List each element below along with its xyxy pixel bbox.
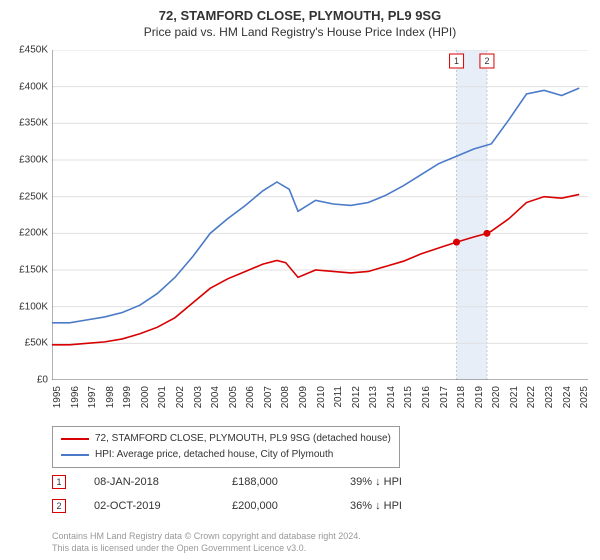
y-tick-label: £400K: [19, 81, 48, 92]
footer-line-2: This data is licensed under the Open Gov…: [52, 542, 361, 554]
sale-marker-dot: [453, 239, 460, 246]
x-tick-label: 2004: [210, 386, 221, 408]
sale-row: 1 08-JAN-2018 £188,000 39% ↓ HPI: [52, 470, 402, 494]
sale-delta: 36% ↓ HPI: [350, 500, 402, 512]
x-tick-label: 2002: [175, 386, 186, 408]
legend-swatch: [61, 438, 89, 440]
sale-date: 02-OCT-2019: [94, 500, 204, 512]
legend-item: HPI: Average price, detached house, City…: [61, 447, 391, 463]
chart-container: 72, STAMFORD CLOSE, PLYMOUTH, PL9 9SG Pr…: [0, 0, 600, 560]
footer-line-1: Contains HM Land Registry data © Crown c…: [52, 530, 361, 542]
sale-marker-icon: 1: [52, 475, 66, 489]
plot-svg: 12: [52, 50, 588, 380]
x-tick-label: 2025: [579, 386, 590, 408]
sales-table: 1 08-JAN-2018 £188,000 39% ↓ HPI 2 02-OCT-201…: [52, 470, 402, 518]
y-tick-label: £300K: [19, 155, 48, 166]
x-tick-label: 2012: [351, 386, 362, 408]
x-tick-label: 1996: [70, 386, 81, 408]
legend-item: 72, STAMFORD CLOSE, PLYMOUTH, PL9 9SG (d…: [61, 431, 391, 447]
x-axis: 1995 1996 1997 1998 1999 2000 2001 2002 2003 2004…: [52, 382, 588, 422]
x-tick-label: 2001: [157, 386, 168, 408]
x-tick-label: 2000: [140, 386, 151, 408]
title-block: 72, STAMFORD CLOSE, PLYMOUTH, PL9 9SG Pr…: [0, 0, 600, 39]
x-tick-label: 2020: [491, 386, 502, 408]
svg-text:1: 1: [454, 56, 459, 66]
x-tick-label: 1998: [105, 386, 116, 408]
sale-marker-icon: 2: [52, 499, 66, 513]
x-tick-label: 2016: [421, 386, 432, 408]
x-tick-label: 1995: [52, 386, 63, 408]
y-tick-label: £350K: [19, 118, 48, 129]
sale-delta: 39% ↓ HPI: [350, 476, 402, 488]
y-tick-label: £0: [37, 375, 48, 386]
y-tick-label: £50K: [25, 338, 48, 349]
legend-label: 72, STAMFORD CLOSE, PLYMOUTH, PL9 9SG (d…: [95, 431, 391, 447]
x-tick-label: 2023: [544, 386, 555, 408]
x-tick-label: 2011: [333, 386, 344, 408]
sale-marker-dot: [483, 230, 490, 237]
y-tick-label: £450K: [19, 45, 48, 56]
callout-box: 1: [450, 54, 464, 68]
x-tick-label: 1997: [87, 386, 98, 408]
chart-title: 72, STAMFORD CLOSE, PLYMOUTH, PL9 9SG: [0, 8, 600, 23]
sale-price: £200,000: [232, 500, 322, 512]
x-tick-label: 2007: [263, 386, 274, 408]
chart-subtitle: Price paid vs. HM Land Registry's House …: [0, 25, 600, 39]
x-tick-label: 2021: [509, 386, 520, 408]
x-tick-label: 2017: [439, 386, 450, 408]
x-tick-label: 2022: [526, 386, 537, 408]
sale-date: 08-JAN-2018: [94, 476, 204, 488]
x-tick-label: 1999: [122, 386, 133, 408]
footer-attribution: Contains HM Land Registry data © Crown c…: [52, 530, 361, 554]
y-tick-label: £250K: [19, 191, 48, 202]
x-tick-label: 2003: [193, 386, 204, 408]
x-tick-label: 2019: [474, 386, 485, 408]
sale-row: 2 02-OCT-2019 £200,000 36% ↓ HPI: [52, 494, 402, 518]
x-tick-label: 2024: [562, 386, 573, 408]
legend-swatch: [61, 454, 89, 456]
x-tick-label: 2005: [228, 386, 239, 408]
svg-text:2: 2: [484, 56, 489, 66]
sale-price: £188,000: [232, 476, 322, 488]
x-tick-label: 2009: [298, 386, 309, 408]
y-tick-label: £200K: [19, 228, 48, 239]
x-tick-label: 2008: [280, 386, 291, 408]
x-tick-label: 2014: [386, 386, 397, 408]
x-tick-label: 2013: [368, 386, 379, 408]
callout-box: 2: [480, 54, 494, 68]
y-tick-label: £100K: [19, 301, 48, 312]
x-tick-label: 2006: [245, 386, 256, 408]
plot-area: 12: [52, 50, 588, 380]
legend-label: HPI: Average price, detached house, City…: [95, 447, 333, 463]
y-axis: £0£50K£100K£150K£200K£250K£300K£350K£400…: [0, 50, 50, 380]
x-tick-label: 2015: [403, 386, 414, 408]
legend: 72, STAMFORD CLOSE, PLYMOUTH, PL9 9SG (d…: [52, 426, 400, 468]
x-tick-label: 2018: [456, 386, 467, 408]
x-tick-label: 2010: [316, 386, 327, 408]
y-tick-label: £150K: [19, 265, 48, 276]
